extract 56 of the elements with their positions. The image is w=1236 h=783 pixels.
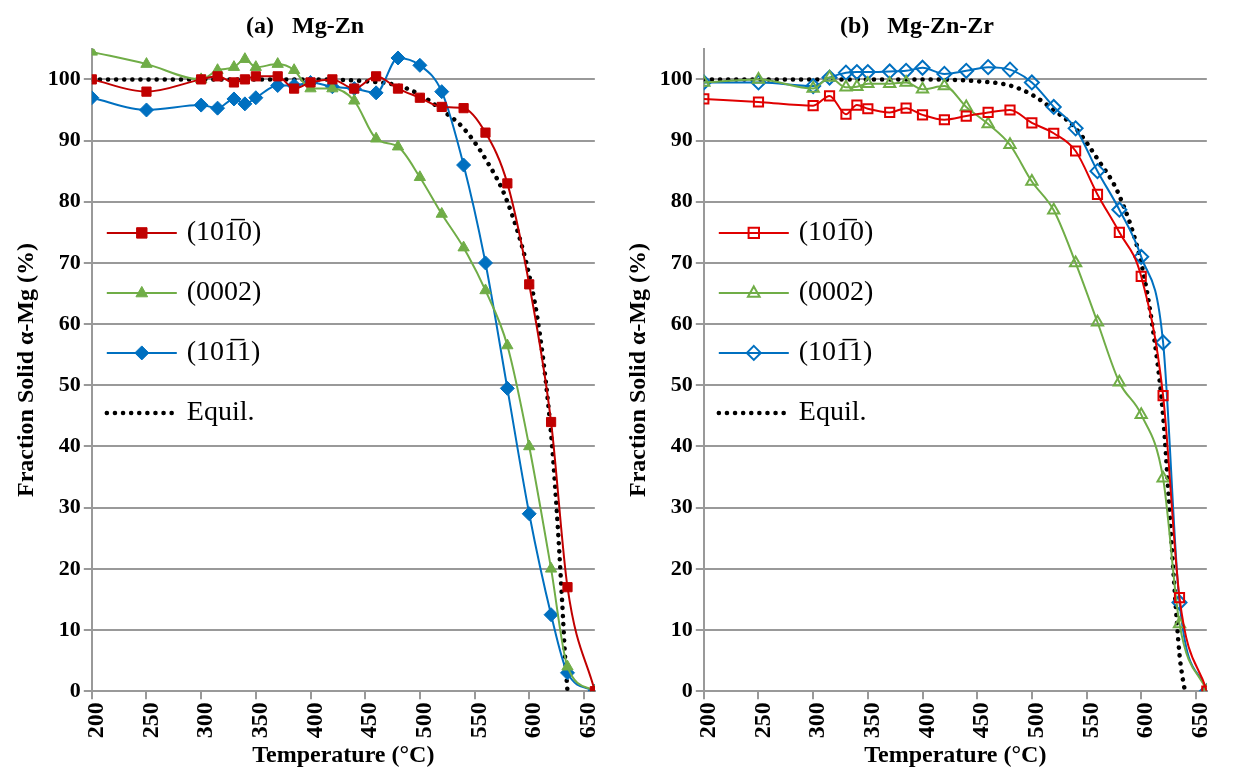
y-tick-label: 90 xyxy=(58,126,81,152)
x-tick-label: 600 xyxy=(1131,702,1158,739)
chart-title: (a) Mg-Zn xyxy=(246,11,364,38)
y-tick-label: 50 xyxy=(58,370,81,396)
legend-label: Equil. xyxy=(798,395,867,427)
x-tick-label: 450 xyxy=(355,702,382,739)
y-tick-label: 80 xyxy=(670,187,693,213)
x-tick-label: 250 xyxy=(748,702,775,739)
y-tick-label: 30 xyxy=(670,493,693,519)
x-tick-label: 500 xyxy=(410,702,437,739)
y-tick-label: 60 xyxy=(670,309,693,335)
y-tick-label: 40 xyxy=(670,432,693,458)
x-tick-label: 550 xyxy=(1076,702,1103,739)
y-tick-label: 80 xyxy=(58,187,81,213)
y-tick-label: 0 xyxy=(681,676,693,702)
y-axis-title: Fraction Solid α-Mg (%) xyxy=(11,242,38,498)
x-tick-label: 250 xyxy=(136,702,163,739)
x-tick-label: 500 xyxy=(1022,702,1049,739)
y-tick-label: 60 xyxy=(58,309,81,335)
legend-label: Equil. xyxy=(186,395,255,427)
x-tick-label: 200 xyxy=(694,702,720,739)
x-tick-label: 650 xyxy=(1186,702,1213,739)
legend-label: (0002) xyxy=(186,275,262,307)
x-axis-title: Temperature (°C) xyxy=(252,740,435,767)
y-tick-label: 20 xyxy=(58,554,81,580)
legend-label: (101̅1) xyxy=(186,335,261,367)
y-tick-label: 70 xyxy=(670,248,693,274)
y-tick-label: 10 xyxy=(670,615,693,641)
x-tick-label: 650 xyxy=(574,702,601,739)
x-tick-label: 300 xyxy=(191,702,218,739)
y-tick-label: 100 xyxy=(47,65,81,91)
y-tick-label: 100 xyxy=(659,65,693,91)
x-tick-label: 200 xyxy=(82,702,108,739)
x-axis-title: Temperature (°C) xyxy=(864,740,1047,767)
y-tick-label: 30 xyxy=(58,493,81,519)
x-tick-label: 550 xyxy=(464,702,491,739)
y-tick-label: 90 xyxy=(670,126,693,152)
legend-label: (101̅0) xyxy=(798,215,874,247)
x-tick-label: 300 xyxy=(803,702,830,739)
y-tick-label: 10 xyxy=(58,615,81,641)
legend-label: (101̅1) xyxy=(798,335,873,367)
y-tick-label: 40 xyxy=(58,432,81,458)
y-tick-label: 20 xyxy=(670,554,693,580)
y-tick-label: 50 xyxy=(670,370,693,396)
legend-label: (101̅0) xyxy=(186,215,262,247)
x-tick-label: 350 xyxy=(246,702,273,739)
legend-label: (0002) xyxy=(798,275,874,307)
x-tick-label: 400 xyxy=(912,702,939,739)
x-tick-label: 450 xyxy=(967,702,994,739)
y-axis-title: Fraction Solid α-Mg (%) xyxy=(623,242,650,498)
y-tick-label: 70 xyxy=(58,248,81,274)
x-tick-label: 600 xyxy=(519,702,546,739)
y-tick-label: 0 xyxy=(69,676,81,702)
x-tick-label: 400 xyxy=(300,702,327,739)
chart-title: (b) Mg-Zn-Zr xyxy=(840,11,995,38)
x-tick-label: 350 xyxy=(858,702,885,739)
